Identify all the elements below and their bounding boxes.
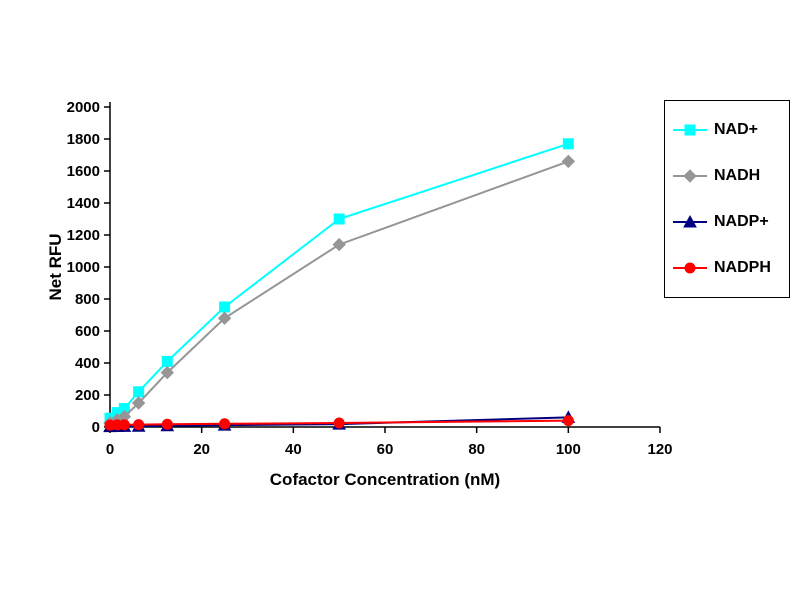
diamond-marker [683, 169, 697, 183]
square-marker [562, 138, 574, 150]
legend-label: NADPH [714, 259, 771, 276]
y-tick-label: 1800 [67, 131, 100, 148]
series-line [109, 142, 569, 419]
square-marker [219, 301, 231, 313]
y-tick-label: 2000 [67, 99, 100, 116]
legend-item-NAD+: NAD+ [673, 109, 785, 151]
legend-label: NADP+ [714, 213, 769, 230]
y-tick-label: 800 [75, 291, 100, 308]
legend-item-NADP+: NADP+ [673, 201, 785, 243]
circle-marker [133, 419, 145, 431]
chart-canvas: 0 20 40 60 80 100 1200200400600800100012001400… [67, 99, 673, 458]
series-NADPH [104, 415, 574, 431]
diamond-marker [332, 237, 346, 252]
y-axis-label: Net RFU [46, 233, 65, 301]
legend-label: NAD+ [714, 121, 759, 138]
x-tick-label: 20 [193, 441, 210, 458]
circle-marker [161, 418, 173, 430]
legend-marker [673, 124, 707, 136]
square-marker [133, 386, 145, 398]
x-tick-label: 0 [106, 441, 114, 458]
y-tick-label: 1400 [67, 195, 100, 212]
diamond-marker [160, 365, 174, 380]
legend-label: NADH [714, 167, 761, 184]
x-tick-label: 100 [556, 441, 581, 458]
line-chart: 0 20 40 60 80 100 120 0 200 400 600 800 1000 1200 1400… [0, 82, 800, 522]
square-marker [161, 355, 173, 367]
legend-marker [673, 214, 707, 228]
circle-marker [562, 415, 574, 427]
y-tick-label: 1000 [67, 259, 100, 276]
legend-marker [673, 262, 707, 274]
legend-item-NADH: NADH [673, 155, 785, 197]
square-marker [333, 213, 345, 225]
x-tick-label: 120 [647, 441, 672, 458]
circle-marker [333, 417, 345, 429]
diamond-marker [217, 311, 232, 325]
legend-item-NADPH: NADPH [673, 247, 785, 289]
x-tick-label: 80 [468, 441, 485, 458]
legend-marker [673, 169, 707, 183]
y-tick-label: 600 [75, 323, 100, 340]
y-tick-label: 1600 [67, 163, 100, 180]
y-tick-label: 0 [92, 419, 100, 436]
circle-marker [118, 419, 130, 431]
series-line [109, 160, 569, 424]
square-marker [684, 124, 696, 136]
series-NADH [103, 154, 576, 430]
circle-marker [684, 262, 696, 274]
x-axis-label: Cofactor Concentration (nM) [269, 470, 501, 489]
chart-legend: NAD+ NADH NADP+ NADPH [664, 100, 790, 298]
triangle-marker [683, 214, 697, 228]
x-tick-label: 40 [285, 441, 302, 458]
y-tick-label: 1200 [67, 227, 100, 244]
series-NAD+ [104, 138, 574, 424]
circle-marker [219, 418, 231, 430]
diamond-marker [131, 396, 146, 410]
x-tick-label: 60 [377, 441, 394, 458]
diamond-marker [561, 154, 576, 169]
y-tick-label: 400 [75, 355, 100, 372]
y-tick-label: 200 [75, 387, 100, 404]
